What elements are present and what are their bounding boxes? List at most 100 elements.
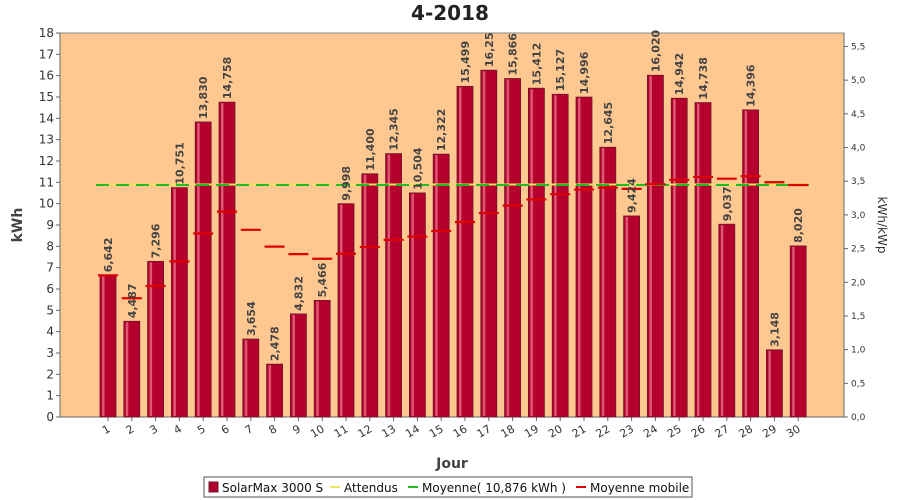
y-right-tick-label: 3,5 <box>851 177 865 187</box>
y-tick-label: 14 <box>39 111 54 125</box>
x-tick-label: 2 <box>124 422 137 437</box>
y-right-tick-label: 0,0 <box>851 413 866 423</box>
data-label: 6,642 <box>102 238 115 273</box>
x-tick-label: 4 <box>171 422 184 437</box>
x-tick-label: 6 <box>219 422 232 437</box>
y-tick-label: 4 <box>46 325 54 339</box>
bar-highlight <box>149 262 153 416</box>
x-tick-label: 24 <box>641 422 660 440</box>
bar-highlight <box>173 188 176 416</box>
legend-label: Attendus <box>344 481 398 495</box>
data-label: 16,020 <box>649 29 662 72</box>
x-tick-label: 23 <box>617 422 636 440</box>
bar-highlight <box>768 350 771 416</box>
data-label: 13,830 <box>197 76 210 119</box>
bar-highlight <box>435 155 438 416</box>
bar-highlight <box>244 340 248 416</box>
data-label: 14,396 <box>745 64 758 107</box>
y-tick-label: 9 <box>46 218 54 232</box>
data-label: 12,322 <box>435 109 448 151</box>
x-tick-label: 8 <box>267 422 280 437</box>
data-label: 12,345 <box>388 108 401 150</box>
y-right-tick-label: 4,5 <box>851 110 865 120</box>
y-axis-right-label: kWh/kWp <box>875 197 889 254</box>
data-label: 14,996 <box>578 51 591 94</box>
x-tick-label: 26 <box>689 422 708 440</box>
y-right-tick-label: 1,5 <box>851 312 865 322</box>
bar-highlight <box>340 204 343 416</box>
y-axis-label: kWh <box>10 208 26 243</box>
bar-highlight <box>720 225 724 416</box>
data-label: 2,478 <box>269 326 282 361</box>
x-tick-label: 22 <box>594 422 613 440</box>
y-right-tick-label: 5,5 <box>851 42 865 52</box>
y-right-tick-label: 4,0 <box>851 144 866 154</box>
data-label: 11,400 <box>364 128 377 171</box>
y-right-tick-label: 3,0 <box>851 211 866 221</box>
y-right-tick-label: 2,5 <box>851 245 865 255</box>
data-label: 10,504 <box>411 147 424 190</box>
bar-highlight <box>125 322 129 416</box>
data-label: 4,487 <box>126 283 139 318</box>
bar-highlight <box>578 98 581 417</box>
x-tick-label: 1 <box>100 422 113 437</box>
x-tick-label: 20 <box>546 422 565 440</box>
data-label: 8,020 <box>792 208 805 243</box>
bar-highlight <box>625 216 629 416</box>
legend-box <box>203 476 693 498</box>
x-tick-label: 25 <box>665 422 684 440</box>
y-tick-label: 12 <box>39 154 54 168</box>
data-label: 3,148 <box>768 312 781 347</box>
bar-highlight <box>554 95 557 417</box>
bar-highlight <box>649 76 652 417</box>
x-tick-label: 10 <box>308 422 327 440</box>
x-tick-label: 28 <box>736 422 755 440</box>
x-tick-label: 5 <box>195 422 208 437</box>
bar-series <box>99 69 807 418</box>
y-tick-label: 16 <box>39 69 54 83</box>
right-y-axis: 0,0 0,5 1,0 1,5 2,0 2,5 3,0 3,5 4,0 4,5 5,0 5,5 <box>843 33 866 423</box>
data-label: 14,758 <box>221 57 234 99</box>
x-tick-label: 15 <box>427 422 446 440</box>
y-right-tick-label: 2,0 <box>851 278 866 288</box>
data-labels: 6,642 4,487 7,296 10,751 13,830 14,758 3,654 2,… <box>102 29 805 361</box>
bar-highlight <box>601 148 605 417</box>
x-tick-label: 19 <box>522 422 541 440</box>
y-tick-label: 1 <box>46 389 54 403</box>
y-right-tick-label: 1,0 <box>851 346 866 356</box>
x-tick-label: 21 <box>570 422 589 440</box>
bar-highlight <box>482 71 486 417</box>
data-label: 14,738 <box>697 57 710 99</box>
x-tick-label: 17 <box>475 422 494 440</box>
x-tick-label: 11 <box>332 422 351 440</box>
x-axis-label: Jour <box>435 456 468 472</box>
bar-highlight <box>506 79 510 416</box>
data-label: 14,942 <box>673 53 686 95</box>
y-tick-label: 2 <box>46 367 54 381</box>
y-tick-label: 13 <box>39 133 54 147</box>
line-series <box>96 175 811 300</box>
data-label: 4,832 <box>292 276 305 311</box>
bar-highlight <box>411 193 414 416</box>
data-label: 7,296 <box>150 223 163 258</box>
legend-label: SolarMax 3000 S <box>222 481 323 495</box>
chart-title: 4-2018 <box>411 1 489 25</box>
x-tick-label: 16 <box>451 422 470 440</box>
x-tick-label: 3 <box>148 422 161 437</box>
y-tick-label: 18 <box>39 26 54 40</box>
legend-label: Moyenne( 10,876 kWh ) <box>422 481 566 495</box>
y-tick-label: 10 <box>39 197 54 211</box>
y-tick-label: 3 <box>46 346 54 360</box>
x-tick-label: 27 <box>713 422 732 440</box>
x-tick-label: 14 <box>403 422 422 440</box>
data-label: 12,645 <box>602 102 615 144</box>
data-label: 9,424 <box>626 178 639 213</box>
y-tick-label: 11 <box>39 175 54 189</box>
y-right-tick-label: 5,0 <box>851 76 866 86</box>
data-label: 15,127 <box>554 49 567 91</box>
y-tick-label: 6 <box>46 282 54 296</box>
x-tick-label: 13 <box>379 422 398 440</box>
y-tick-label: 17 <box>39 47 54 61</box>
